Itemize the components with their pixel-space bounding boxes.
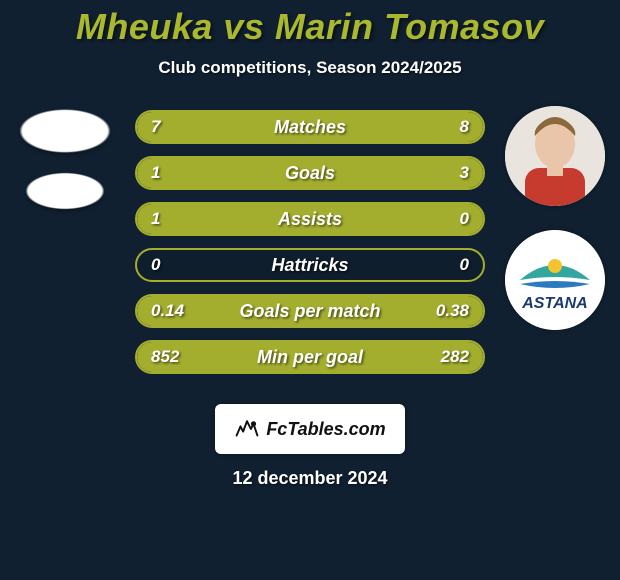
date-label: 12 december 2024 (0, 468, 620, 489)
stat-label: Hattricks (137, 255, 483, 276)
left-player-column (10, 106, 120, 212)
stat-value-right: 3 (460, 163, 469, 183)
stat-row: 7Matches8 (135, 110, 485, 144)
stat-value-right: 282 (441, 347, 469, 367)
stat-value-right: 0.38 (436, 301, 469, 321)
stat-label: Min per goal (137, 347, 483, 368)
stat-row: 1Goals3 (135, 156, 485, 190)
stat-bars: 7Matches81Goals31Assists00Hattricks00.14… (135, 110, 485, 386)
branding-logo-icon (234, 416, 260, 442)
stat-label: Matches (137, 117, 483, 138)
club-logo-placeholder-icon (20, 170, 110, 212)
svg-text:ASTANA: ASTANA (521, 295, 587, 312)
player-photo-placeholder-icon (13, 106, 117, 156)
stat-value-right: 0 (460, 209, 469, 229)
stat-row: 0.14Goals per match0.38 (135, 294, 485, 328)
right-player-column: ASTANA (500, 106, 610, 330)
subtitle: Club competitions, Season 2024/2025 (0, 58, 620, 78)
branding-text: FcTables.com (266, 419, 385, 440)
stat-label: Goals per match (137, 301, 483, 322)
comparison-panel: ASTANA 7Matches81Goals31Assists00Hattric… (0, 106, 620, 396)
club-logo-icon: ASTANA (505, 230, 605, 330)
branding-badge: FcTables.com (215, 404, 405, 454)
stat-value-right: 8 (460, 117, 469, 137)
stat-label: Assists (137, 209, 483, 230)
stat-value-right: 0 (460, 255, 469, 275)
stat-row: 1Assists0 (135, 202, 485, 236)
page-title: Mheuka vs Marin Tomasov (0, 0, 620, 48)
stat-row: 852Min per goal282 (135, 340, 485, 374)
player-photo-icon (505, 106, 605, 206)
stat-label: Goals (137, 163, 483, 184)
stat-row: 0Hattricks0 (135, 248, 485, 282)
